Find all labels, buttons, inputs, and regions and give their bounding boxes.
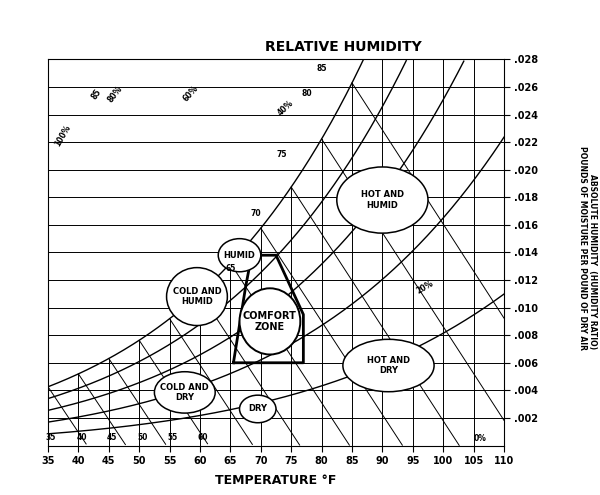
Ellipse shape: [167, 268, 227, 326]
Text: 70: 70: [251, 209, 261, 218]
Text: 60: 60: [198, 433, 208, 442]
Text: COMFORT
ZONE: COMFORT ZONE: [243, 310, 297, 332]
Text: HOT AND
HUMID: HOT AND HUMID: [361, 191, 404, 210]
Text: 50: 50: [137, 433, 148, 442]
Text: 40%: 40%: [275, 98, 295, 117]
Text: 75: 75: [277, 149, 287, 159]
Ellipse shape: [218, 239, 261, 272]
Text: 85: 85: [316, 64, 327, 73]
Text: 85: 85: [90, 87, 103, 101]
Text: 100%: 100%: [53, 123, 73, 148]
Text: 80: 80: [301, 89, 312, 98]
Text: HOT AND
DRY: HOT AND DRY: [367, 356, 410, 375]
Ellipse shape: [154, 372, 215, 413]
Text: 80%: 80%: [106, 84, 124, 104]
Text: COLD AND
DRY: COLD AND DRY: [160, 383, 209, 402]
Text: 60%: 60%: [181, 84, 200, 103]
Ellipse shape: [239, 288, 301, 354]
Text: 0%: 0%: [473, 434, 486, 443]
Text: 35: 35: [46, 433, 56, 442]
Text: HUMID: HUMID: [224, 250, 256, 260]
Text: 65: 65: [225, 264, 236, 273]
Text: DRY: DRY: [248, 404, 267, 413]
Ellipse shape: [239, 395, 276, 423]
Text: RELATIVE HUMIDITY: RELATIVE HUMIDITY: [265, 40, 422, 54]
X-axis label: TEMPERATURE °F: TEMPERATURE °F: [215, 474, 337, 487]
Text: 55: 55: [167, 433, 178, 442]
Text: 40: 40: [76, 433, 86, 442]
Text: 45: 45: [107, 433, 117, 442]
Ellipse shape: [343, 340, 434, 392]
Text: 20%: 20%: [415, 279, 435, 296]
Ellipse shape: [337, 167, 428, 233]
Text: COLD AND
HUMID: COLD AND HUMID: [173, 287, 221, 306]
Text: ABSOLUTE HUMIDITY  (HUMIDITY RATIO)
POUNDS OF MOISTURE PER POUND OF DRY AIR: ABSOLUTE HUMIDITY (HUMIDITY RATIO) POUND…: [578, 146, 597, 349]
